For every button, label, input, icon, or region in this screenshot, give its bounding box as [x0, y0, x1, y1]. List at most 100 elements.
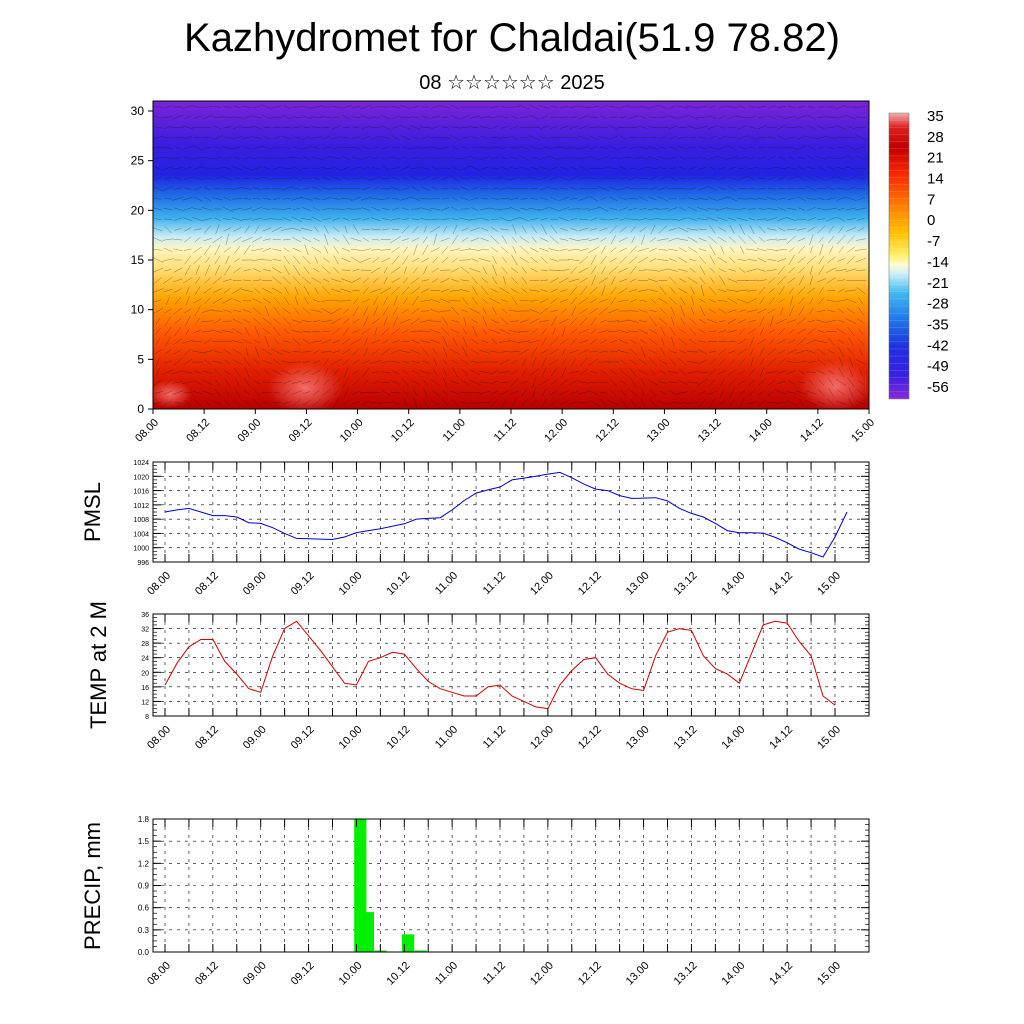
x-tick-label: 08.00 [133, 417, 161, 445]
x-tick-label: 09.12 [289, 724, 317, 752]
y-tick-label: 20 [141, 670, 149, 677]
x-tick-label: 13.12 [672, 960, 700, 988]
x-tick-label: 11.12 [481, 570, 508, 597]
x-tick-label: 15.00 [815, 960, 843, 988]
x-tick-label: 14.00 [719, 570, 747, 598]
x-tick-label: 15.00 [815, 724, 843, 752]
colorbar-ramp [888, 112, 910, 400]
x-tick-label: 11.00 [433, 724, 460, 751]
x-tick-label: 13.12 [672, 724, 700, 752]
y-tick-label: 24 [141, 656, 149, 663]
y-tick-label: 0.9 [138, 882, 150, 891]
y-tick-label: 10 [131, 303, 145, 317]
x-tick-label: 11.00 [433, 570, 460, 597]
cross-section-panel: 0 5 10 15 20 25 30 08.00 08.12 09.00 09.12 10.00 10… [131, 100, 877, 445]
y-tick-label: 0.3 [138, 926, 150, 935]
colorbar-label: 21 [927, 150, 944, 167]
y-tick-label: 25 [131, 154, 145, 168]
colorbar-label: -49 [927, 358, 949, 375]
x-tick-label: 12.12 [576, 570, 604, 598]
y-tick-label: 20 [131, 203, 145, 217]
x-tick-label: 10.00 [337, 570, 365, 598]
y-tick-label: 5 [137, 352, 144, 366]
x-tick-label: 08.12 [193, 570, 221, 598]
x-tick-label: 13.12 [672, 570, 700, 598]
y-tick-label: 1012 [133, 503, 149, 510]
colorbar-label: -14 [927, 254, 949, 271]
precip-panel: 0.0 0.3 0.6 0.9 1.2 1.5 1.8 08.00 08.12 09.00 09.… [80, 815, 870, 988]
cross-section-y-axis: 0 5 10 15 20 25 30 [131, 104, 153, 416]
colorbar: 35 28 21 14 7 0 -7 -14 -21 -28 -35 -42 -49 -56 [888, 108, 949, 400]
temperature-field [153, 101, 869, 409]
y-tick-label: 996 [137, 560, 149, 567]
x-tick-label: 09.00 [241, 570, 269, 598]
colorbar-label: -28 [927, 296, 949, 313]
y-tick-label: 30 [131, 104, 145, 118]
x-tick-label: 08.12 [193, 724, 221, 752]
x-tick-label: 09.00 [241, 724, 269, 752]
y-tick-label: 32 [141, 627, 149, 634]
x-tick-label: 12.12 [593, 417, 621, 445]
x-tick-label: 10.12 [384, 570, 412, 598]
colorbar-label: 35 [927, 108, 944, 125]
chart-title: Kazhydromet for Chaldai(51.9 78.82) [184, 16, 840, 60]
colorbar-label: -7 [927, 233, 940, 250]
x-tick-label: 11.12 [492, 417, 519, 444]
x-tick-label: 10.00 [338, 417, 366, 445]
x-tick-label: 12.12 [576, 960, 604, 988]
x-tick-label: 12.00 [542, 417, 570, 445]
colorbar-label: -21 [927, 275, 949, 292]
x-tick-label: 13.00 [624, 570, 652, 598]
pmsl-x-axis: 08.00 08.12 09.00 09.12 10.00 10.12 11.00 11.12… [145, 462, 843, 598]
x-tick-label: 08.00 [145, 960, 173, 988]
cross-section-x-axis: 08.00 08.12 09.00 09.12 10.00 10.12 11.00 11.12… [133, 409, 877, 445]
pmsl-axis-label: PMSL [80, 482, 105, 542]
y-tick-label: 1016 [133, 489, 149, 496]
y-tick-label: 1008 [133, 517, 149, 524]
x-tick-label: 09.00 [235, 417, 263, 445]
precip-x-axis: 08.00 08.12 09.00 09.12 10.00 10.12 11.00 11.12… [145, 819, 843, 988]
x-tick-label: 15.00 [815, 570, 843, 598]
x-tick-label: 12.00 [528, 570, 556, 598]
y-tick-label: 1024 [133, 460, 149, 467]
precip-y-axis: 0.0 0.3 0.6 0.9 1.2 1.5 1.8 [138, 815, 869, 957]
pmsl-frame [152, 461, 870, 563]
temp-axis-label: TEMP at 2 M [86, 601, 111, 729]
precip-axis-label: PRECIP, mm [80, 822, 105, 950]
y-tick-label: 1004 [133, 531, 149, 538]
x-tick-label: 10.00 [337, 960, 365, 988]
pmsl-grid [153, 461, 869, 563]
pmsl-series-line [164, 471, 848, 558]
x-tick-label: 15.00 [849, 417, 877, 445]
precip-grid [153, 818, 869, 953]
precip-bar [414, 950, 427, 952]
x-tick-label: 11.12 [481, 960, 508, 987]
y-tick-label: 28 [141, 641, 149, 648]
y-tick-label: 8 [145, 714, 149, 721]
y-tick-label: 0.6 [138, 904, 150, 913]
pmsl-y-axis: 996 1000 1004 1008 1012 1016 1020 1024 [133, 460, 869, 567]
colorbar-label: -56 [927, 379, 949, 396]
colorbar-label: 7 [927, 191, 935, 208]
precip-bars [354, 819, 427, 952]
y-tick-label: 15 [131, 253, 145, 267]
x-tick-label: 14.00 [719, 960, 747, 988]
y-tick-label: 16 [141, 685, 149, 692]
x-tick-label: 09.00 [241, 960, 269, 988]
x-tick-label: 08.00 [145, 724, 173, 752]
y-tick-label: 36 [141, 612, 149, 619]
temp-y-axis: 8 12 16 20 24 28 32 36 [141, 612, 869, 721]
precip-bar [402, 934, 415, 952]
x-tick-label: 09.12 [287, 417, 315, 445]
x-tick-label: 10.12 [389, 417, 417, 445]
x-tick-label: 13.12 [696, 417, 724, 445]
x-tick-label: 10.12 [384, 724, 412, 752]
x-tick-label: 10.00 [337, 724, 365, 752]
colorbar-label: 28 [927, 129, 944, 146]
temp-panel: 8 12 16 20 24 28 32 36 08.00 08.12 09.00 09.12 10.0… [86, 601, 870, 752]
x-tick-label: 14.12 [767, 724, 795, 752]
colorbar-label: 0 [927, 212, 935, 229]
colorbar-labels: 35 28 21 14 7 0 -7 -14 -21 -28 -35 -42 -49 -56 [927, 108, 949, 396]
